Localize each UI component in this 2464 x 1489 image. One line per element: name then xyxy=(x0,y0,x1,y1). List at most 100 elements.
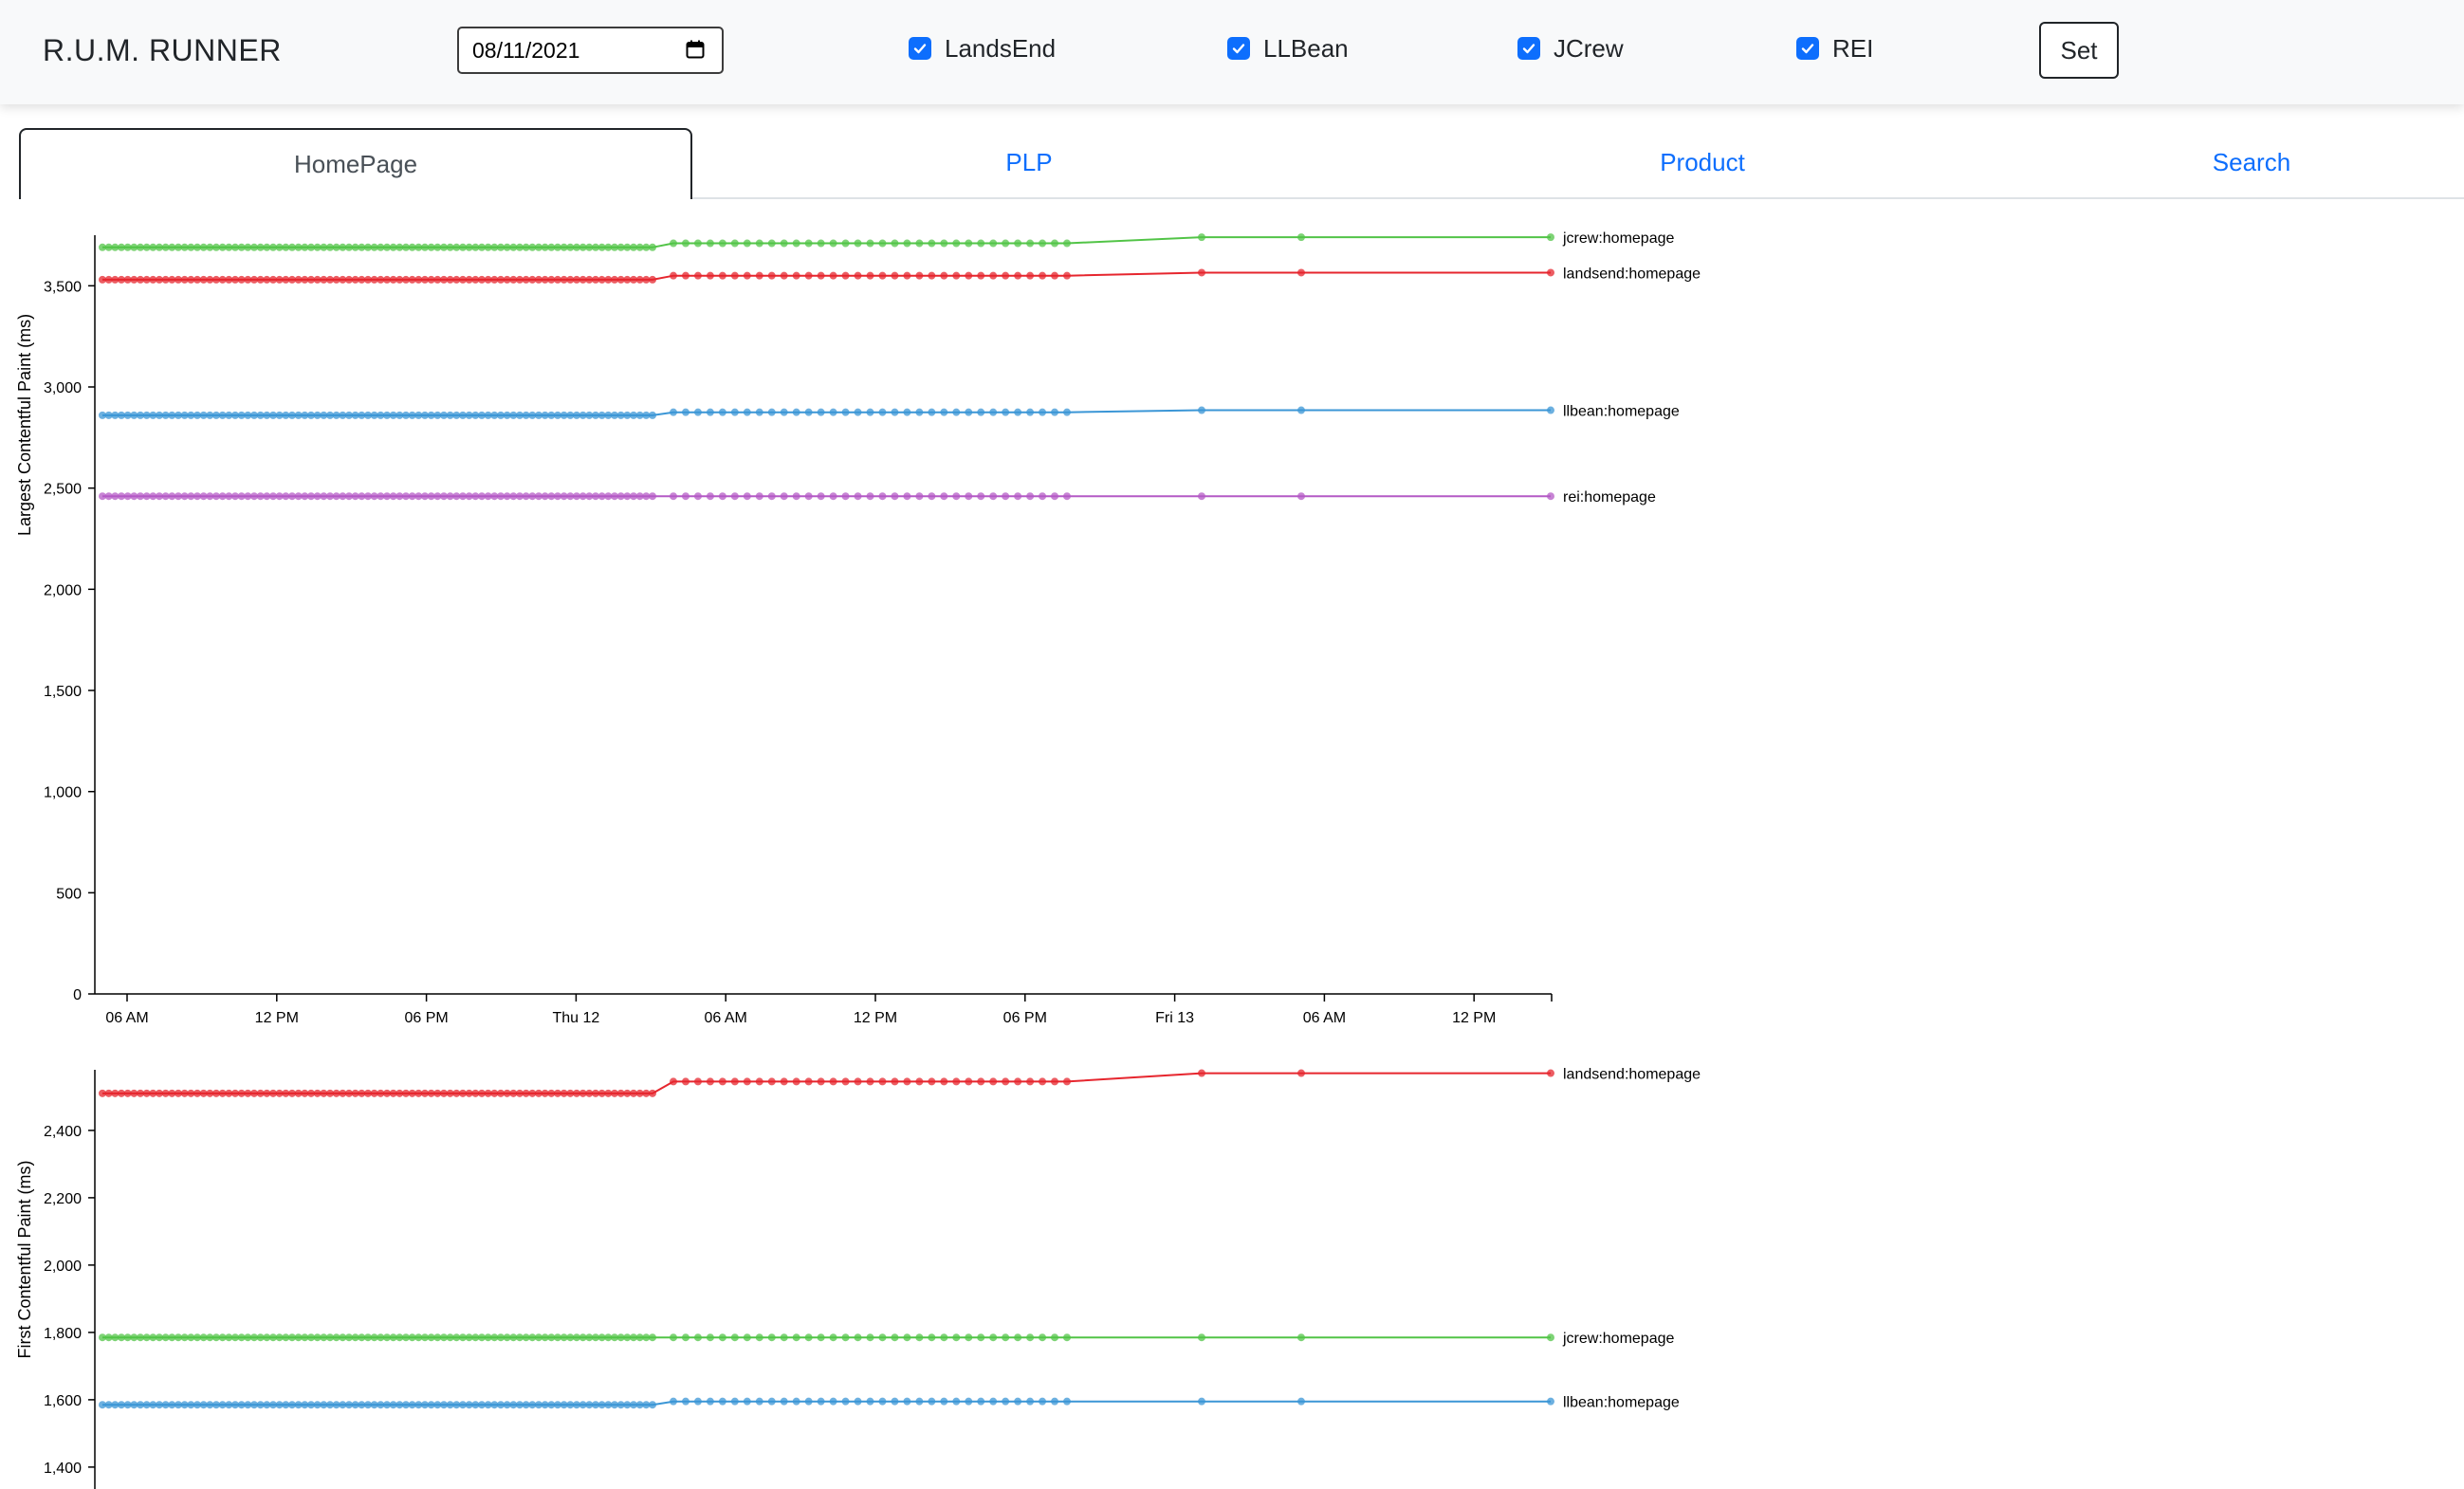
data-point xyxy=(484,1089,492,1097)
data-point xyxy=(767,408,776,416)
data-point xyxy=(1063,1397,1071,1406)
data-point xyxy=(199,492,208,501)
data-point xyxy=(891,239,899,248)
data-point xyxy=(878,408,887,416)
data-point xyxy=(1547,406,1554,414)
tab-homepage[interactable]: HomePage xyxy=(19,128,692,199)
data-point xyxy=(452,1089,461,1097)
data-point xyxy=(294,1089,303,1097)
calendar-icon[interactable] xyxy=(686,40,705,59)
checkbox-llbean[interactable]: LLBean xyxy=(1227,34,1349,63)
data-point xyxy=(111,492,120,501)
data-point xyxy=(1297,268,1305,277)
data-point xyxy=(244,1401,252,1409)
data-point xyxy=(566,1089,575,1097)
y-axis-label: First Contentful Paint (ms) xyxy=(15,1160,34,1358)
data-point xyxy=(370,492,378,501)
data-point xyxy=(421,1089,429,1097)
data-point xyxy=(509,1401,518,1409)
data-point xyxy=(503,492,511,501)
data-point xyxy=(718,1333,726,1342)
data-point xyxy=(130,275,138,284)
data-point xyxy=(547,411,556,419)
data-point xyxy=(301,1401,309,1409)
checkmark-icon[interactable] xyxy=(909,37,931,60)
data-point xyxy=(137,275,144,284)
data-point xyxy=(635,492,644,501)
data-point xyxy=(928,239,936,248)
data-point xyxy=(161,1089,170,1097)
data-point xyxy=(497,243,505,251)
data-point xyxy=(718,271,726,280)
data-point xyxy=(440,275,448,284)
data-point xyxy=(161,275,170,284)
data-point xyxy=(566,275,575,284)
data-point xyxy=(111,275,120,284)
data-point xyxy=(522,492,530,501)
data-point xyxy=(554,1401,561,1409)
data-point xyxy=(225,1089,233,1097)
data-point xyxy=(161,243,170,251)
data-point xyxy=(585,275,594,284)
data-point xyxy=(509,275,518,284)
data-point xyxy=(940,271,948,280)
checkmark-icon[interactable] xyxy=(1227,37,1250,60)
checkbox-jcrew[interactable]: JCrew xyxy=(1517,34,1624,63)
data-point xyxy=(755,408,763,416)
data-point xyxy=(1002,239,1010,248)
data-point xyxy=(1051,271,1059,280)
data-point xyxy=(364,1333,372,1342)
data-point xyxy=(288,243,296,251)
data-point xyxy=(358,243,366,251)
tab-search[interactable]: Search xyxy=(2212,148,2291,176)
data-point xyxy=(149,492,157,501)
set-button[interactable]: Set xyxy=(2039,22,2119,79)
data-point xyxy=(237,492,246,501)
data-point xyxy=(212,243,220,251)
data-point xyxy=(1026,1077,1035,1086)
data-point xyxy=(952,492,961,501)
tab-plp[interactable]: PLP xyxy=(1005,148,1053,176)
data-point xyxy=(414,275,423,284)
data-point xyxy=(351,1089,359,1097)
data-point xyxy=(928,492,936,501)
data-point xyxy=(193,243,201,251)
data-point xyxy=(263,1333,271,1342)
data-point xyxy=(402,1333,410,1342)
data-point xyxy=(433,1401,442,1409)
data-point xyxy=(1026,1397,1035,1406)
data-point xyxy=(792,1077,800,1086)
data-point xyxy=(478,243,486,251)
data-point xyxy=(817,1077,825,1086)
series-jcrew-homepage: jcrew:homepage xyxy=(99,230,1675,251)
data-point xyxy=(180,1401,189,1409)
data-point xyxy=(478,411,486,419)
tab-product[interactable]: Product xyxy=(1660,148,1745,176)
data-point xyxy=(377,275,385,284)
data-point xyxy=(535,1333,542,1342)
checkmark-icon[interactable] xyxy=(1796,37,1819,60)
checkbox-rei[interactable]: REI xyxy=(1796,34,1873,63)
data-point xyxy=(168,492,176,501)
checkbox-landsend[interactable]: LandsEnd xyxy=(909,34,1056,63)
data-point xyxy=(332,492,340,501)
data-point xyxy=(730,1333,739,1342)
checkmark-icon[interactable] xyxy=(1517,37,1540,60)
date-input[interactable]: 08/11/2021 xyxy=(457,27,724,74)
data-point xyxy=(743,1333,751,1342)
data-point xyxy=(693,492,702,501)
data-point xyxy=(566,492,575,501)
data-point xyxy=(940,408,948,416)
data-point xyxy=(377,1089,385,1097)
data-point xyxy=(1002,492,1010,501)
data-point xyxy=(275,492,284,501)
data-point xyxy=(497,411,505,419)
data-point xyxy=(433,411,442,419)
data-point xyxy=(427,243,435,251)
data-point xyxy=(681,1333,690,1342)
data-point xyxy=(452,275,461,284)
data-point xyxy=(573,243,580,251)
data-point xyxy=(320,1089,328,1097)
data-point xyxy=(1039,492,1047,501)
data-point xyxy=(459,411,467,419)
